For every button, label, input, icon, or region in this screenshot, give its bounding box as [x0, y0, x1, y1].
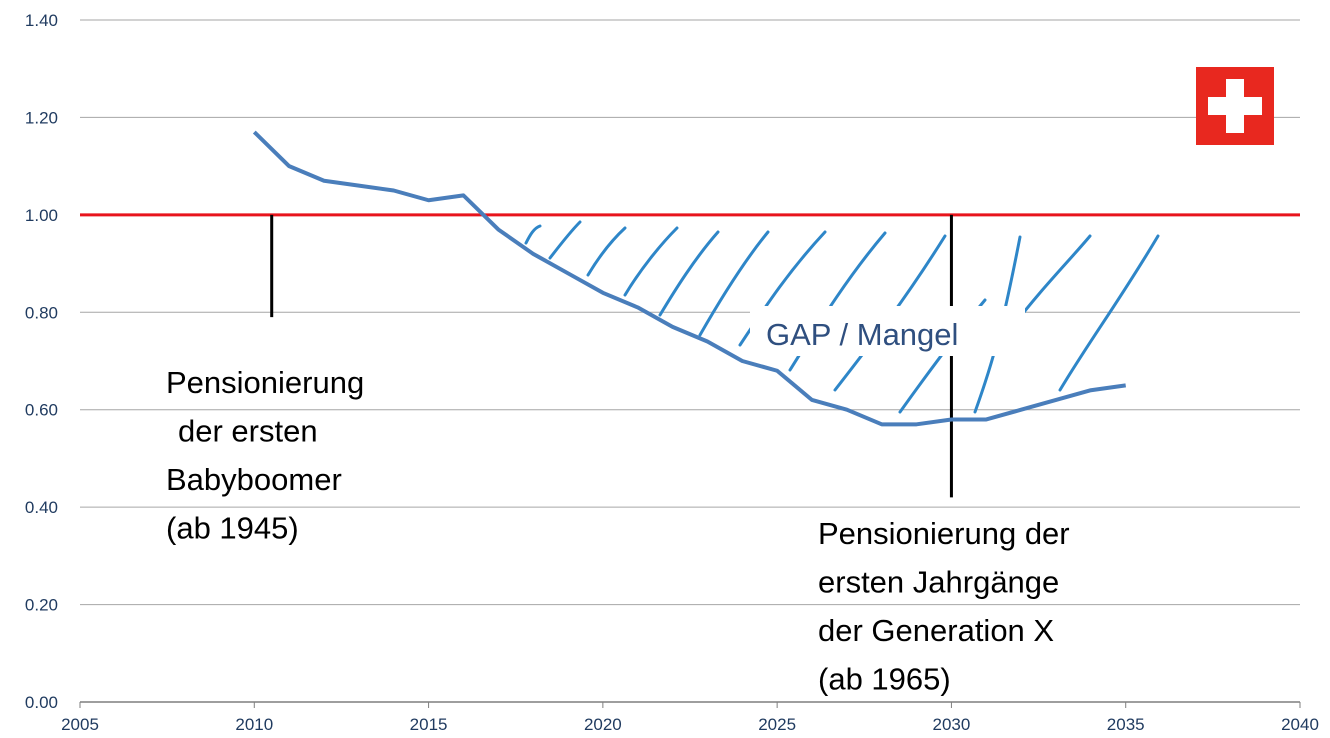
annotation-line: der ersten — [178, 414, 318, 449]
y-tick-label: 0.80 — [25, 303, 58, 322]
label-bg — [750, 306, 1025, 356]
annotation-line: Babyboomer — [166, 462, 342, 497]
x-tick-label: 2030 — [933, 715, 971, 734]
x-tick-label: 2010 — [235, 715, 273, 734]
x-tick-label: 2040 — [1281, 715, 1319, 734]
data-line — [252, 130, 1126, 427]
y-tick-label: 0.00 — [25, 693, 58, 712]
y-tick-label: 1.40 — [25, 11, 58, 30]
annotation-line: (ab 1945) — [166, 511, 299, 546]
annotation-line: Pensionierung der — [818, 516, 1070, 551]
annotation-line: Pensionierung — [166, 365, 364, 400]
x-tick-label: 2035 — [1107, 715, 1145, 734]
x-tick-label: 2025 — [758, 715, 796, 734]
x-tick-label: 2020 — [584, 715, 622, 734]
x-tick-label: 2005 — [61, 715, 99, 734]
gap-label: GAP / Mangel — [766, 317, 958, 352]
y-tick-label: 0.40 — [25, 498, 58, 517]
y-tick-label: 1.20 — [25, 108, 58, 127]
y-tick-label: 0.60 — [25, 401, 58, 420]
x-tick-label: 2015 — [410, 715, 448, 734]
y-tick-label: 0.20 — [25, 596, 58, 615]
y-tick-label: 1.00 — [25, 206, 58, 225]
annotation-line: ersten Jahrgänge — [818, 565, 1059, 600]
annotation-line: (ab 1965) — [818, 662, 951, 697]
annotation-line: der Generation X — [818, 613, 1054, 648]
swiss-flag — [1196, 67, 1274, 145]
